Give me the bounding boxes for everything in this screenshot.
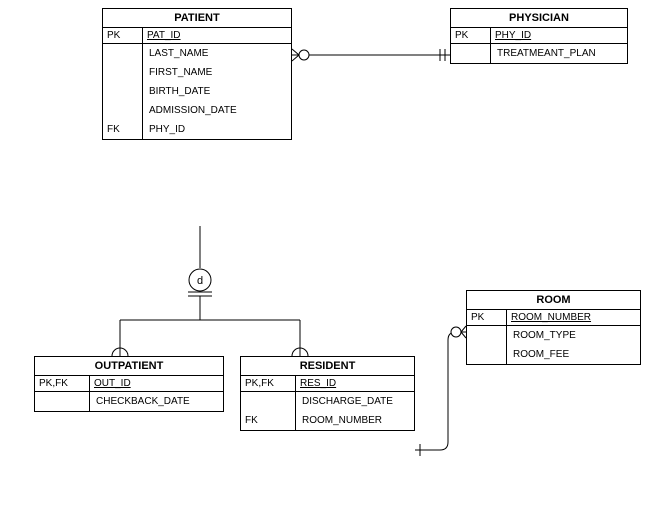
pk-header: PK,FK [35,376,90,391]
row-key [35,392,90,411]
row-key [103,101,143,120]
row-key [103,63,143,82]
row-key [103,44,143,63]
row-attr: ADMISSION_DATE [143,101,291,120]
row-key [467,345,507,364]
entity-room: ROOM PK ROOM_NUMBER ROOM_TYPE ROOM_FEE [466,290,641,365]
pk-header: PK [103,28,143,43]
row-key [241,392,296,411]
pk-attr: PHY_ID [491,28,627,43]
pk-header: PK,FK [241,376,296,391]
row-attr: LAST_NAME [143,44,291,63]
row-attr: BIRTH_DATE [143,82,291,101]
row-key: FK [103,120,143,139]
pk-attr: OUT_ID [90,376,223,391]
entity-patient: PATIENT PK PAT_ID LAST_NAME FIRST_NAME B… [102,8,292,140]
entity-title: RESIDENT [241,357,414,376]
entity-title: ROOM [467,291,640,310]
pk-header: PK [467,310,507,325]
entity-title: PATIENT [103,9,291,28]
entity-physician: PHYSICIAN PK PHY_ID TREATMEANT_PLAN [450,8,628,64]
row-key: FK [241,411,296,430]
entity-title: OUTPATIENT [35,357,223,376]
pk-attr: RES_ID [296,376,414,391]
connector-patient-physician [292,49,450,61]
row-attr: PHY_ID [143,120,291,139]
entity-resident: RESIDENT PK,FK RES_ID DISCHARGE_DATE FKR… [240,356,415,431]
entity-outpatient: OUTPATIENT PK,FK OUT_ID CHECKBACK_DATE [34,356,224,412]
connector-layer: d [0,0,651,511]
row-key [467,326,507,345]
row-attr: ROOM_TYPE [507,326,640,345]
pk-attr: ROOM_NUMBER [507,310,640,325]
pk-attr: PAT_ID [143,28,291,43]
entity-title: PHYSICIAN [451,9,627,28]
row-attr: TREATMEANT_PLAN [491,44,627,63]
row-key [451,44,491,63]
row-attr: ROOM_NUMBER [296,411,414,430]
row-attr: FIRST_NAME [143,63,291,82]
row-attr: DISCHARGE_DATE [296,392,414,411]
d-symbol-label: d [197,275,203,287]
row-attr: CHECKBACK_DATE [90,392,223,411]
row-key [103,82,143,101]
connector-patient-subtype: d [112,226,308,356]
connector-resident-room [415,326,466,456]
pk-header: PK [451,28,491,43]
row-attr: ROOM_FEE [507,345,640,364]
